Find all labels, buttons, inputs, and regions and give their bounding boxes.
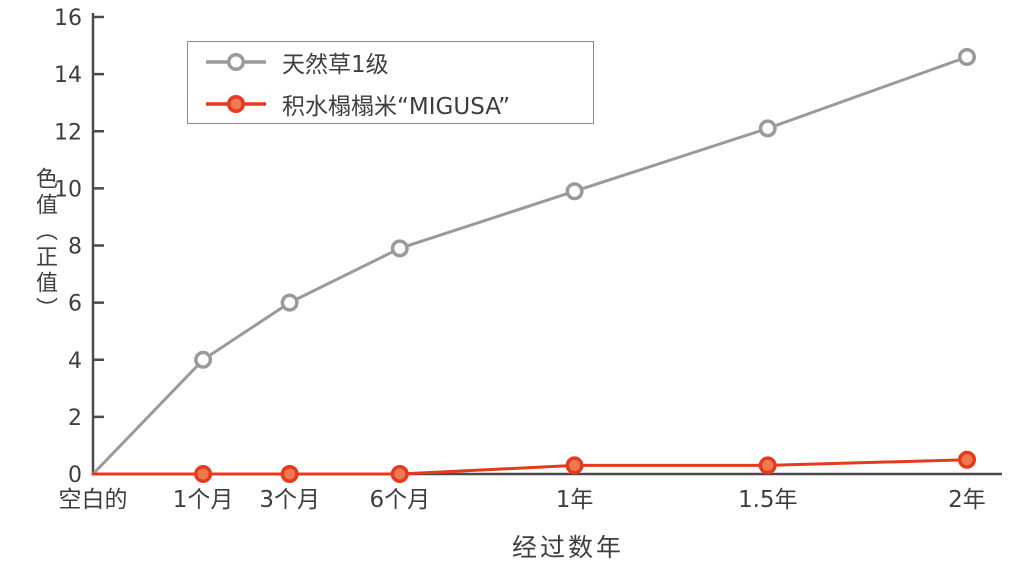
- y-tick-label: 12: [54, 120, 82, 145]
- x-tick-label: 1个月: [173, 487, 234, 513]
- y-tick-label: 16: [54, 6, 82, 31]
- data-point-marker-0-6: [958, 47, 976, 66]
- x-tick-label: 6个月: [369, 487, 430, 513]
- legend-marker-icon: [227, 52, 245, 71]
- y-tick-label: 2: [68, 406, 82, 431]
- legend-item: 积水榻榻米“MIGUSA”: [205, 87, 593, 121]
- y-tick-label: 6: [68, 292, 82, 317]
- data-point-marker-1-4: [565, 456, 584, 475]
- legend-label: 积水榻榻米“MIGUSA”: [282, 93, 511, 120]
- y-axis-title: 色值（正值）: [32, 167, 57, 323]
- legend-item: 天然草1级: [205, 45, 593, 79]
- data-point-marker-1-2: [280, 465, 299, 483]
- data-point-marker-1-3: [390, 465, 409, 483]
- legend-line-sample: [206, 94, 266, 113]
- data-point-marker-1-6: [958, 450, 976, 469]
- x-tick-label: 空白的: [59, 487, 128, 513]
- data-point-marker-1-5: [758, 456, 777, 475]
- y-tick-label: 4: [68, 349, 82, 374]
- legend-line-sample: [206, 52, 266, 71]
- data-point-marker-0-4: [565, 182, 584, 201]
- x-tick-label: 1.5年: [738, 487, 798, 513]
- x-tick-label: 1年: [556, 487, 594, 513]
- data-point-marker-0-3: [390, 239, 409, 258]
- legend-label: 天然草1级: [282, 51, 389, 78]
- legend-marker-icon: [227, 94, 245, 113]
- y-tick-label: 10: [54, 177, 82, 202]
- x-tick-label: 2年: [948, 487, 986, 513]
- x-axis-title: 经过数年: [512, 533, 624, 562]
- y-tick-label: 14: [54, 63, 82, 88]
- data-point-marker-0-1: [194, 350, 213, 369]
- y-tick-label: 0: [68, 463, 82, 488]
- y-tick-label: 8: [68, 235, 82, 260]
- x-tick-label: 3个月: [259, 487, 320, 513]
- data-point-marker-1-1: [194, 465, 213, 483]
- series-line-1: [91, 458, 969, 476]
- data-point-marker-0-2: [280, 293, 299, 312]
- legend: 天然草1级 积水榻榻米“MIGUSA”: [187, 41, 594, 124]
- data-point-marker-0-5: [758, 119, 777, 138]
